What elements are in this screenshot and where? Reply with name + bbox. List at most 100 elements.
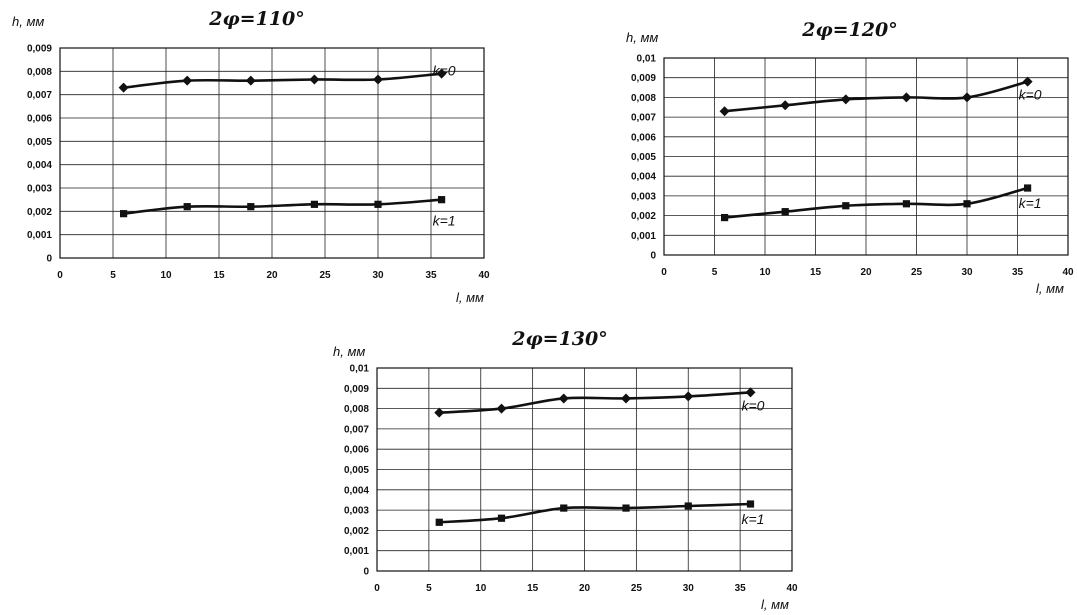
data-point-k1	[684, 502, 692, 510]
data-point-k1	[622, 504, 630, 512]
x-tick-label: 5	[110, 270, 116, 281]
y-tick-label: 0,001	[344, 546, 369, 557]
y-tick-label: 0,003	[631, 191, 656, 202]
x-tick-label: 30	[683, 583, 695, 594]
x-tick-label: 35	[735, 583, 747, 594]
series-line-k1	[438, 502, 752, 524]
series-line-k0	[438, 391, 752, 414]
data-point-k1	[247, 203, 255, 211]
data-point-k1	[120, 210, 128, 218]
series-label-k1: k=1	[1019, 195, 1042, 211]
data-point-k1	[560, 504, 568, 512]
data-point-k0	[840, 94, 851, 105]
y-axis-label: h, мм	[626, 30, 658, 45]
y-tick-label: 0,001	[631, 231, 656, 242]
data-point-k0	[182, 75, 193, 86]
y-tick-label: 0,008	[631, 93, 656, 104]
y-tick-label: 0	[363, 567, 369, 578]
x-tick-label: 25	[319, 270, 331, 281]
data-point-k1	[1024, 184, 1032, 192]
x-tick-label: 5	[712, 267, 718, 278]
y-tick-label: 0,008	[27, 67, 52, 78]
y-axis-label: h, мм	[333, 344, 365, 359]
data-point-k1	[497, 514, 506, 522]
data-point-k1	[435, 518, 443, 526]
series-line-k1	[723, 186, 1029, 219]
series-line-k0	[122, 72, 443, 89]
y-tick-label: 0,001	[27, 230, 52, 241]
y-tick-label: 0,007	[27, 90, 52, 101]
y-tick-label: 0,004	[27, 160, 52, 171]
y-tick-label: 0,005	[631, 152, 656, 163]
data-point-k0	[496, 403, 507, 414]
data-point-k1	[438, 196, 446, 204]
series-label-k1: k=1	[742, 511, 765, 527]
y-tick-label: 0,005	[27, 137, 52, 148]
y-tick-label: 0,006	[27, 114, 52, 125]
data-point-k0	[245, 75, 256, 86]
x-tick-label: 20	[860, 267, 872, 278]
x-tick-label: 15	[810, 267, 822, 278]
x-tick-label: 40	[1062, 267, 1074, 278]
x-tick-label: 15	[213, 270, 225, 281]
x-tick-label: 40	[478, 270, 490, 281]
y-tick-label: 0,009	[27, 44, 52, 55]
y-tick-label: 0,002	[27, 207, 52, 218]
plot-frame	[376, 367, 793, 572]
chart-2phi-110: 0 0,001 0,002 0,003 0,004 0,005 0,006 0,007 0,00…	[12, 8, 490, 305]
chart-2phi-130: 0 0,001 0,002 0,003 0,004 0,005 0,006 0,007 0,00…	[333, 328, 798, 612]
chart-2phi-120: 0 0,001 0,002 0,003 0,004 0,005 0,006 0,007 0,00…	[626, 19, 1074, 296]
series-line-k1	[122, 198, 443, 215]
data-point-k0	[1022, 76, 1033, 87]
data-point-k0	[621, 393, 631, 404]
y-tick-label: 0,009	[631, 73, 656, 84]
x-tick-label: 25	[631, 583, 643, 594]
y-tick-label: 0,006	[344, 445, 369, 456]
x-tick-label: 30	[372, 270, 384, 281]
data-point-k0	[558, 393, 569, 404]
data-point-k0	[683, 391, 694, 402]
data-point-k0	[719, 106, 730, 117]
data-point-k1	[374, 200, 382, 208]
data-point-k0	[309, 74, 320, 85]
x-tick-label: 0	[374, 583, 380, 594]
y-tick-label: 0	[46, 254, 52, 265]
x-tick-label: 0	[661, 267, 667, 278]
x-tick-label: 40	[786, 583, 798, 594]
x-tick-label: 35	[425, 270, 437, 281]
series-label-k1: k=1	[433, 213, 456, 229]
data-point-k1	[310, 200, 318, 208]
y-tick-label: 0,002	[344, 526, 369, 537]
x-tick-label: 15	[527, 583, 539, 594]
x-tick-label: 20	[579, 583, 591, 594]
plot-frame	[663, 57, 1069, 256]
y-tick-label: 0,006	[631, 132, 656, 143]
y-tick-label: 0,008	[344, 404, 369, 415]
x-tick-label: 0	[57, 270, 63, 281]
x-tick-label: 35	[1012, 267, 1024, 278]
x-axis-label: l, мм	[456, 290, 484, 305]
x-tick-label: 25	[911, 267, 923, 278]
data-point-k1	[746, 500, 755, 508]
data-point-k0	[118, 82, 129, 93]
x-tick-label: 10	[160, 270, 172, 281]
y-tick-label: 0,005	[344, 465, 369, 476]
plot-frame	[59, 47, 485, 259]
series-line-k0	[723, 80, 1029, 113]
data-point-k0	[901, 92, 912, 103]
data-point-k1	[963, 200, 971, 208]
y-tick-label: 0,003	[344, 506, 369, 517]
x-axis-label: l, мм	[1036, 281, 1064, 296]
data-point-k1	[721, 213, 729, 222]
data-point-k0	[745, 387, 756, 398]
chart-title: 2φ=120°	[801, 19, 898, 41]
y-tick-label: 0,003	[27, 184, 52, 195]
data-point-k0	[780, 100, 791, 111]
y-tick-label: 0,009	[344, 384, 369, 395]
data-point-k1	[781, 208, 789, 216]
x-tick-label: 30	[961, 267, 973, 278]
data-point-k0	[373, 74, 383, 85]
chart-title: 2φ=130°	[511, 328, 608, 350]
y-tick-label: 0,007	[631, 113, 656, 124]
